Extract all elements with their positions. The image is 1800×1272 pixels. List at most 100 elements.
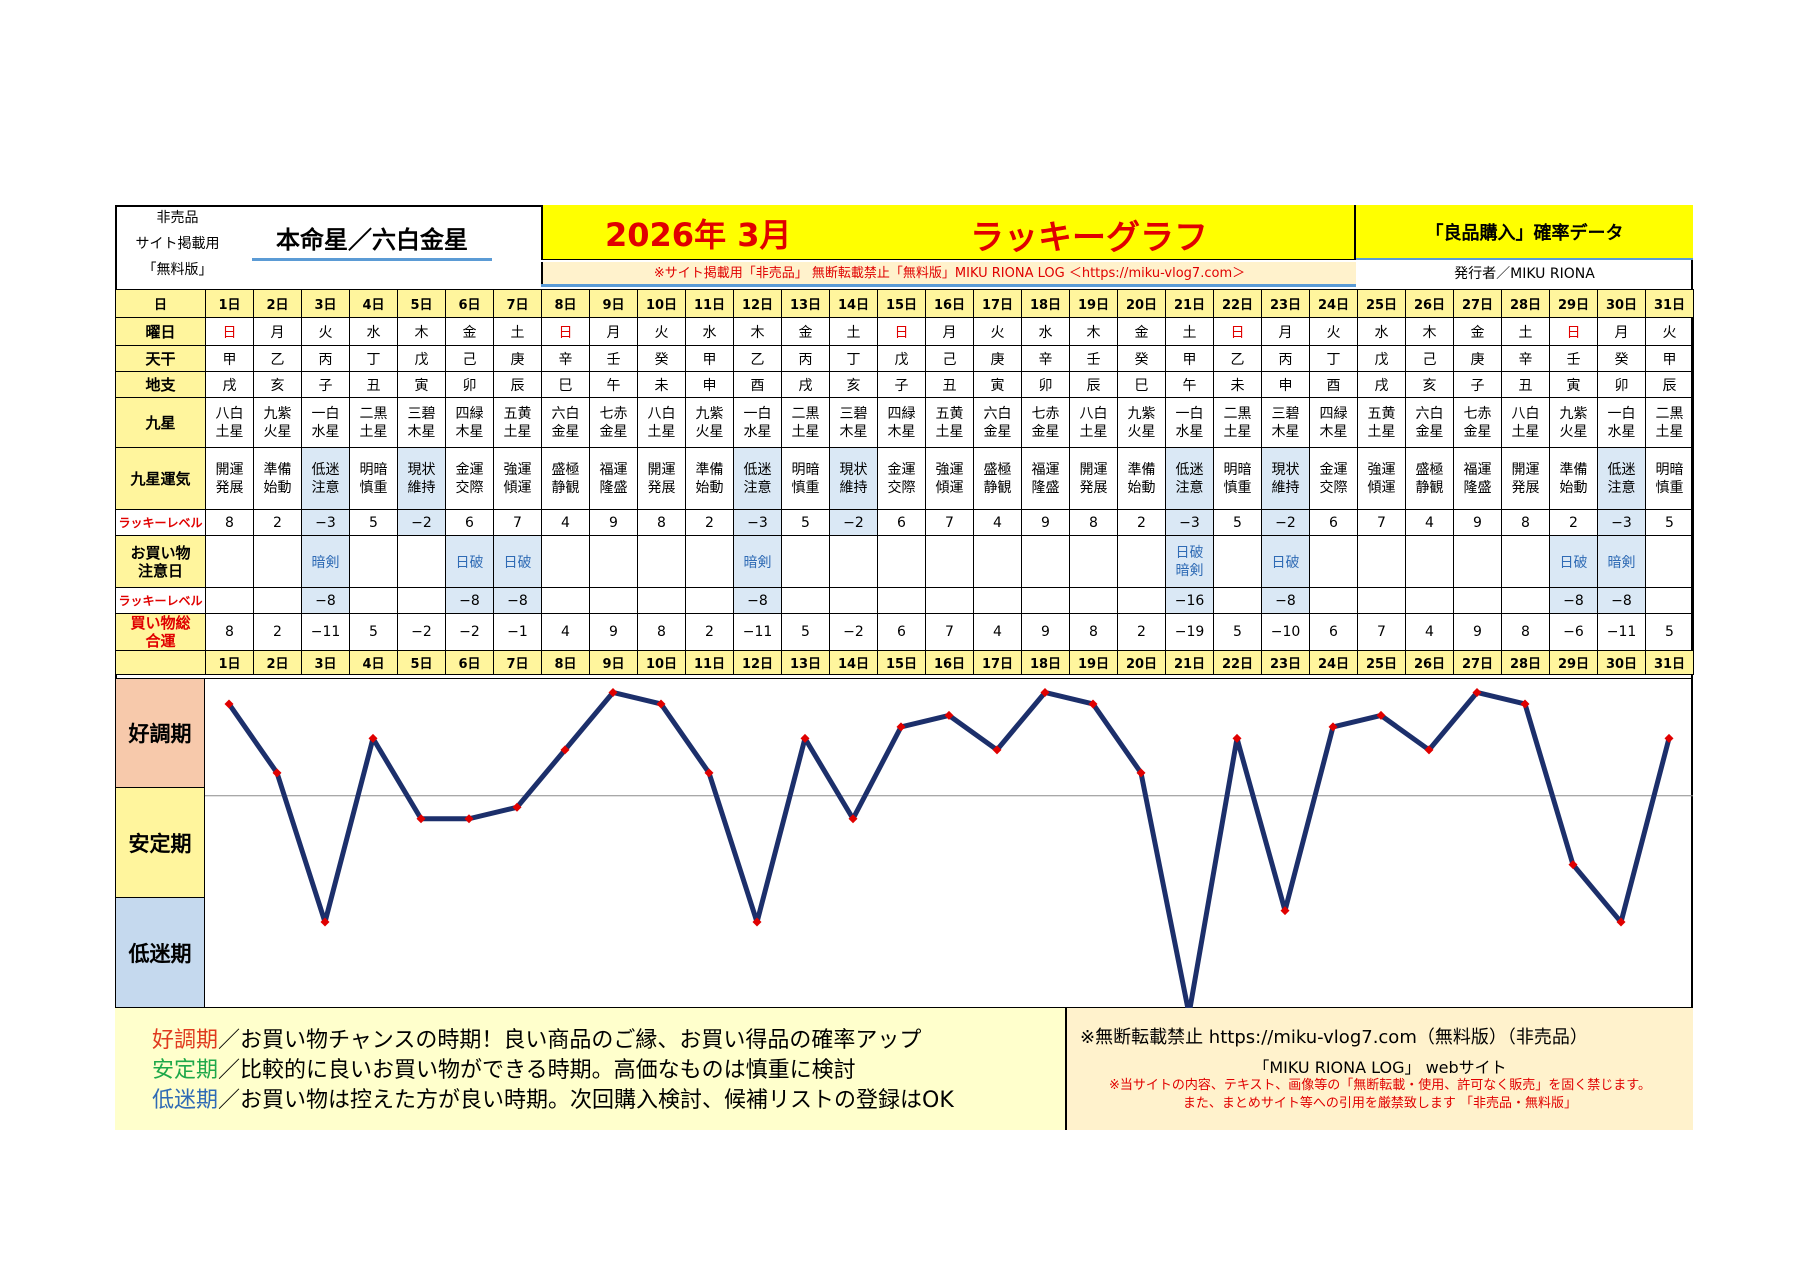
legend-stable-text: ／比較的に良いお買い物ができる時期。高価なものは慎重に検討 <box>218 1058 856 1083</box>
table-cell: −8 <box>733 587 782 614</box>
legend-low-key: 低迷期 <box>152 1088 219 1113</box>
table-cell: 丑 <box>925 371 974 398</box>
table-cell: 七赤 金星 <box>589 397 638 448</box>
info-line-2: 「MIKU RIONA LOG」 webサイト <box>1253 1058 1507 1077</box>
table-cell: 八白 土星 <box>205 397 254 448</box>
table-cell: 2 <box>1549 509 1598 536</box>
table-cell: 酉 <box>733 371 782 398</box>
table-cell: 子 <box>1453 371 1502 398</box>
table-cell: 戌 <box>205 371 254 398</box>
table-cell: 六白 金星 <box>541 397 590 448</box>
table-cell: 癸 <box>1597 345 1646 372</box>
table-cell: 8 <box>205 613 254 651</box>
table-cell <box>973 587 1022 614</box>
table-cell <box>637 587 686 614</box>
table-cell: 辛 <box>541 345 590 372</box>
table-cell: 火 <box>1309 317 1358 346</box>
table-cell: 辛 <box>1501 345 1550 372</box>
table-cell: 6日 <box>445 650 494 675</box>
table-cell: 甲 <box>1165 345 1214 372</box>
data-point <box>1328 722 1338 732</box>
table-cell: 明暗 慎重 <box>349 447 398 510</box>
table-cell: 火 <box>973 317 1022 346</box>
data-point <box>1040 687 1050 697</box>
table-cell: 2日 <box>253 289 302 318</box>
table-cell: −11 <box>301 613 350 651</box>
table-cell: 強運 傾運 <box>1357 447 1406 510</box>
table-cell: 2 <box>1117 509 1166 536</box>
table-cell: 戊 <box>877 345 926 372</box>
table-cell: −2 <box>1261 509 1310 536</box>
table-row: ラッキーレベル −8 −8 −8 −8 −16 −8 −8 −8 <box>115 587 1694 614</box>
table-cell: 盛極 静観 <box>1405 447 1454 510</box>
data-point <box>1472 687 1482 697</box>
table-cell: 金運 交際 <box>1309 447 1358 510</box>
table-cell: 日 <box>1213 317 1262 346</box>
table-cell: 27日 <box>1453 650 1502 675</box>
table-cell <box>1357 587 1406 614</box>
subtitle: 「良品購入」確率データ <box>1356 205 1693 260</box>
table-cell <box>1453 535 1502 588</box>
table-cell: 1日 <box>205 289 254 318</box>
table-cell: 8 <box>637 613 686 651</box>
table-cell: 一白 水星 <box>301 397 350 448</box>
table-cell: 26日 <box>1405 289 1454 318</box>
table-cell: 庚 <box>493 345 542 372</box>
table-cell <box>1309 587 1358 614</box>
table-cell: 23日 <box>1261 650 1310 675</box>
table-cell: 明暗 慎重 <box>781 447 830 510</box>
table-cell: 三碧 木星 <box>1261 397 1310 448</box>
table-cell: 18日 <box>1021 289 1070 318</box>
legend-stable: 安定期／比較的に良いお買い物ができる時期。高価なものは慎重に検討 <box>152 1052 856 1084</box>
lucky-graph-title: ラッキーグラフ <box>970 218 1208 258</box>
table-cell: 9日 <box>589 650 638 675</box>
table-cell: 六白 金星 <box>1405 397 1454 448</box>
table-cell: 開運 発展 <box>205 447 254 510</box>
table-cell: 二黒 土星 <box>1645 397 1694 448</box>
data-point <box>464 814 474 824</box>
table-cell: −8 <box>493 587 542 614</box>
table-cell: 月 <box>253 317 302 346</box>
table-cell: 2 <box>253 613 302 651</box>
table-cell: 日 <box>1549 317 1598 346</box>
table-cell: 準備 始動 <box>1117 447 1166 510</box>
table-cell: 4 <box>973 509 1022 536</box>
zone-good: 好調期 <box>115 678 205 788</box>
table-cell <box>1453 587 1502 614</box>
data-point <box>896 722 906 732</box>
table-cell: 暗剣 <box>301 535 350 588</box>
table-cell: 7 <box>493 509 542 536</box>
table-row: 曜日日月火水木金土日月火水木金土日月火水木金土日月火水木金土日月火 <box>115 317 1694 346</box>
table-cell: 18日 <box>1021 650 1070 675</box>
table-cell: 丙 <box>781 345 830 372</box>
table-cell: 2 <box>253 509 302 536</box>
table-cell: 丑 <box>1501 371 1550 398</box>
table-cell <box>685 535 734 588</box>
table-cell <box>349 587 398 614</box>
table-cell: 17日 <box>973 650 1022 675</box>
table-cell: 7 <box>1357 509 1406 536</box>
table-cell: −11 <box>733 613 782 651</box>
row-label-text: 九星 <box>145 414 176 432</box>
data-point <box>992 745 1002 755</box>
table-cell: 卯 <box>1597 371 1646 398</box>
table-cell: −3 <box>1165 509 1214 536</box>
data-point <box>1088 699 1098 709</box>
table-cell: 日 <box>877 317 926 346</box>
table-cell <box>1069 535 1118 588</box>
table-cell: 27日 <box>1453 289 1502 318</box>
table-cell: 壬 <box>1069 345 1118 372</box>
table-cell: 25日 <box>1357 650 1406 675</box>
table-cell: 5 <box>781 613 830 651</box>
data-point <box>848 814 858 824</box>
table-cell: 4 <box>541 613 590 651</box>
table-cell: 28日 <box>1501 289 1550 318</box>
table-cell: 五黄 土星 <box>925 397 974 448</box>
table-cell <box>1405 587 1454 614</box>
table-cell: 壬 <box>589 345 638 372</box>
table-cell: 30日 <box>1597 650 1646 675</box>
table-cell: 2 <box>1117 613 1166 651</box>
info-line-1: ※無断転載禁止 https://miku-vlog7.com（無料版）（非売品） <box>1080 1027 1588 1048</box>
table-cell: −1 <box>493 613 542 651</box>
table-cell: 10日 <box>637 289 686 318</box>
